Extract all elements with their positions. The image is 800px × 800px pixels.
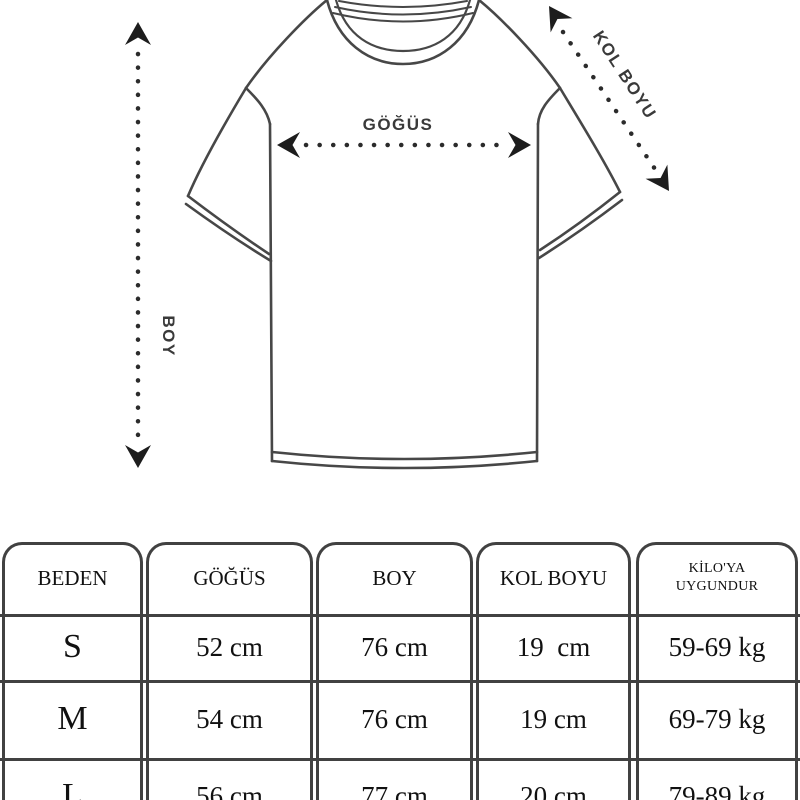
cell-l-weight: 79-89 kg: [668, 780, 766, 800]
arrowhead-up: [125, 22, 151, 45]
tshirt-diagram: BOY GÖĞÜS KOL BOYU: [125, 0, 669, 470]
header-divider: [0, 614, 800, 617]
tshirt-outline: [184, 0, 624, 470]
column-tab-kiloya-uygundur: [636, 542, 798, 800]
length-arrow: [125, 22, 151, 468]
size-table: BEDEN GÖĞÜS BOY KOL BOYU KİLO'YA UYGUNDU…: [0, 542, 800, 800]
cell-s-length: 76 cm: [361, 631, 428, 662]
arrowhead-down: [125, 445, 151, 468]
cell-l-sleeve: 20 cm: [520, 780, 587, 800]
cell-s-sleeve: 19 cm: [516, 631, 591, 662]
column-header-gogus: GÖĞÜS: [193, 565, 266, 590]
column-header-boy: BOY: [372, 565, 417, 590]
cell-l-chest: 56 cm: [196, 780, 263, 800]
cell-m-size: M: [57, 700, 88, 737]
cell-m-sleeve: 19 cm: [520, 703, 587, 734]
column-tab-beden: [2, 542, 143, 800]
arrowhead-right: [508, 132, 531, 158]
column-header-kiloya-uygundur-text: KİLO'YA UYGUNDUR: [675, 560, 759, 594]
right-sleeve: [536, 86, 624, 260]
column-tab-kol-boyu: [476, 542, 631, 800]
cell-s-size: S: [63, 628, 82, 665]
chest-label: GÖĞÜS: [363, 115, 434, 134]
sleeve-arrow: [549, 6, 669, 191]
column-header-kiloya-uygundur: KİLO'YA UYGUNDUR: [636, 542, 798, 614]
row-divider-s: [0, 680, 800, 683]
length-label: BOY: [159, 315, 178, 356]
left-sleeve: [184, 86, 273, 263]
cell-s-weight: 59-69 kg: [668, 631, 766, 662]
cell-m-weight: 69-79 kg: [668, 703, 766, 734]
cell-l-size: L: [62, 777, 83, 800]
arrowhead-left: [277, 132, 300, 158]
right-shoulder-seam: [477, 0, 562, 90]
row-divider-m: [0, 758, 800, 761]
column-header-kol-boyu: KOL BOYU: [499, 565, 608, 590]
chest-arrow: [277, 132, 531, 158]
column-header-beden: BEDEN: [37, 565, 108, 590]
left-shoulder-seam: [244, 0, 329, 90]
arrowhead-down-right: [645, 164, 669, 191]
collar: [325, 0, 481, 66]
column-tab-boy: [316, 542, 473, 800]
cell-m-length: 76 cm: [361, 703, 428, 734]
cell-m-chest: 54 cm: [196, 703, 263, 734]
column-tab-gogus: [146, 542, 313, 800]
sleeve-label: KOL BOYU: [589, 27, 660, 122]
cell-s-chest: 52 cm: [196, 631, 263, 662]
cell-l-length: 77 cm: [361, 780, 428, 800]
arrowhead-up-left: [549, 6, 573, 33]
body: [268, 122, 540, 470]
